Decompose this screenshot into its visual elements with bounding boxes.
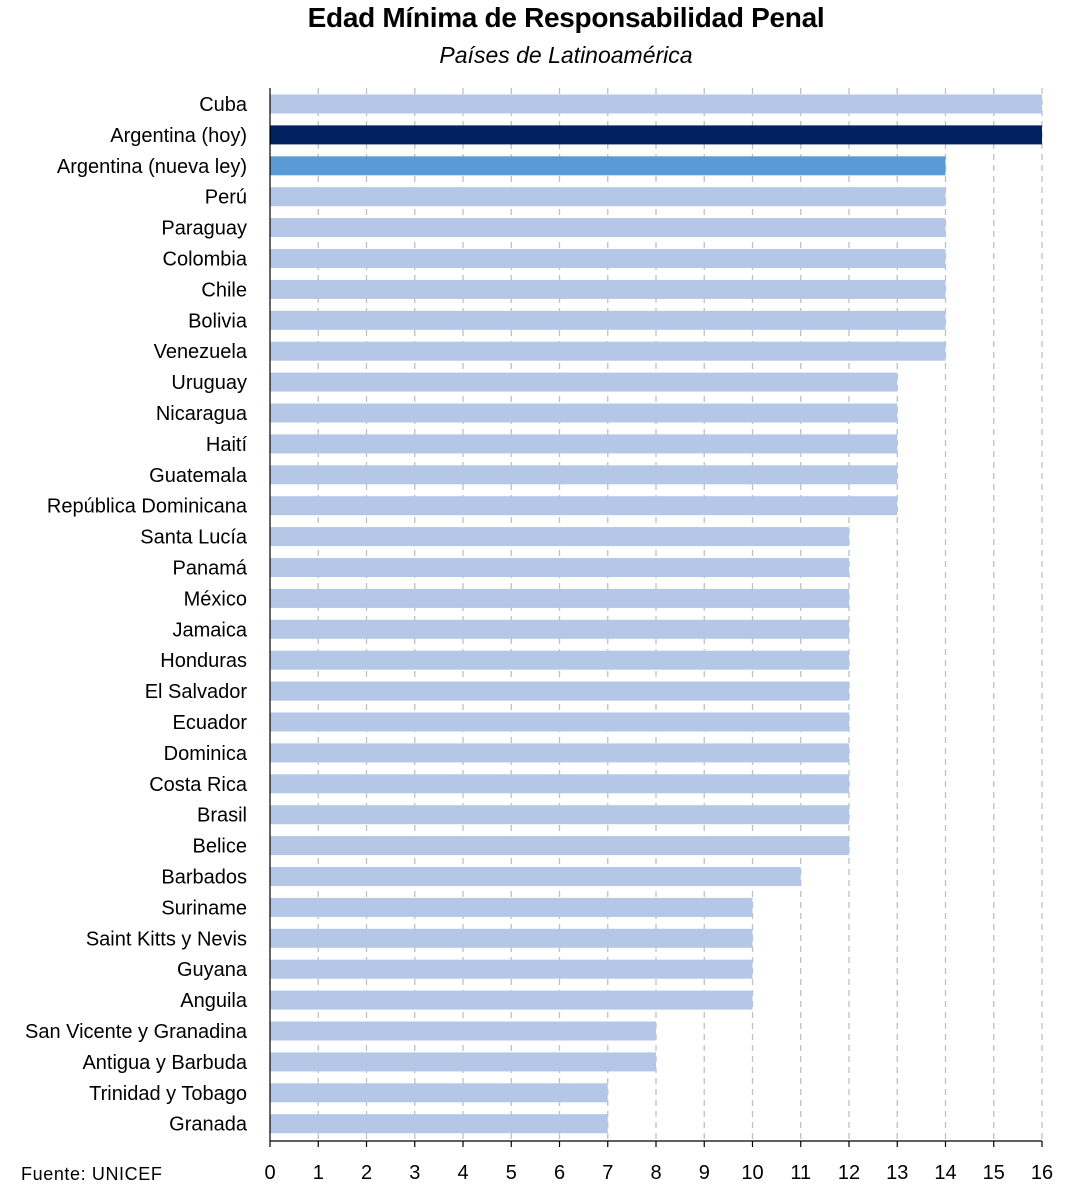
bar-28 — [270, 959, 753, 979]
bar-32 — [270, 1083, 608, 1103]
tick-label: 1 — [313, 1162, 324, 1184]
bar-17 — [270, 619, 849, 639]
category-label: Honduras — [160, 650, 247, 672]
bar-13 — [270, 496, 898, 516]
tick-label: 6 — [554, 1162, 565, 1184]
category-label: Ecuador — [173, 712, 248, 734]
gridlines — [317, 88, 1043, 1141]
category-label: Barbados — [161, 867, 247, 889]
category-label: República Dominicana — [47, 496, 248, 518]
bar-5 — [270, 249, 946, 268]
tick-label: 14 — [934, 1162, 956, 1184]
category-label: Antigua y Barbuda — [82, 1052, 247, 1074]
category-label: Anguila — [180, 990, 248, 1012]
category-label: Argentina (nueva ley) — [57, 156, 247, 178]
category-label: Guyana — [177, 959, 248, 981]
tick-label: 8 — [650, 1162, 661, 1184]
bar-0 — [270, 94, 1042, 114]
category-label: Belice — [193, 836, 247, 858]
tick-label: 4 — [457, 1162, 468, 1184]
bar-27 — [270, 928, 753, 948]
bar-22 — [270, 774, 849, 794]
bar-15 — [270, 558, 849, 577]
bar-7 — [270, 310, 946, 330]
category-label: Haití — [206, 434, 248, 456]
category-label: Dominica — [164, 743, 248, 765]
category-label: Saint Kitts y Nevis — [86, 928, 247, 950]
x-axis: 0 1 2 3 4 5 6 7 8 9 10 11 12 13 14 15 16 — [264, 88, 1053, 1184]
tick-label: 2 — [361, 1162, 372, 1184]
category-label: Colombia — [163, 249, 248, 271]
category-label: El Salvador — [145, 681, 248, 703]
category-label: Cuba — [199, 94, 248, 116]
tick-label: 12 — [838, 1162, 860, 1184]
tick-label: 10 — [741, 1162, 763, 1184]
category-labels: Cuba Argentina (hoy) Argentina (nueva ley)… — [25, 94, 248, 1136]
category-label: Paraguay — [161, 218, 247, 240]
tick-label: 15 — [983, 1162, 1005, 1184]
category-label: Venezuela — [154, 341, 248, 363]
bar-11 — [270, 434, 898, 454]
tick-label: 11 — [790, 1162, 811, 1184]
bars — [270, 94, 1042, 1134]
category-label: Suriname — [161, 897, 247, 919]
tick-label: 13 — [886, 1162, 908, 1184]
bar-12 — [270, 465, 898, 485]
tick-label: 3 — [409, 1162, 420, 1184]
category-label: Chile — [201, 279, 247, 301]
bar-26 — [270, 897, 753, 917]
category-label: México — [184, 588, 247, 610]
category-label: Brasil — [197, 805, 247, 827]
tick-label: 16 — [1031, 1162, 1053, 1184]
category-label: Costa Rica — [149, 774, 248, 796]
category-label: Granada — [169, 1114, 248, 1136]
source-note: Fuente: UNICEF — [21, 1164, 163, 1184]
bar-2 — [270, 156, 946, 176]
category-label: Argentina (hoy) — [110, 125, 247, 147]
bar-4 — [270, 218, 946, 238]
bar-24 — [270, 836, 849, 856]
category-label: Nicaragua — [156, 403, 248, 425]
category-label: Perú — [205, 187, 247, 209]
bar-8 — [270, 341, 946, 361]
bar-33 — [270, 1114, 608, 1134]
category-label: Panamá — [173, 558, 248, 580]
bar-30 — [270, 1021, 656, 1041]
category-label: Bolivia — [188, 310, 248, 332]
chart-subtitle: Países de Latinoamérica — [439, 42, 693, 68]
bar-23 — [270, 805, 849, 825]
tick-label: 7 — [602, 1162, 613, 1184]
bar-9 — [270, 372, 898, 392]
bar-14 — [270, 527, 849, 547]
category-label: Jamaica — [173, 619, 248, 641]
bar-21 — [270, 743, 849, 763]
bar-10 — [270, 403, 898, 423]
category-label: Santa Lucía — [140, 527, 248, 549]
bar-29 — [270, 990, 753, 1010]
category-label: San Vicente y Granadina — [25, 1021, 248, 1043]
bar-18 — [270, 650, 849, 670]
bar-25 — [270, 867, 801, 886]
bar-31 — [270, 1052, 656, 1072]
tick-label: 9 — [699, 1162, 710, 1184]
category-label: Trinidad y Tobago — [89, 1083, 247, 1105]
category-label: Guatemala — [149, 465, 248, 487]
category-label: Uruguay — [171, 372, 247, 394]
bar-6 — [270, 279, 946, 299]
chart-title: Edad Mínima de Responsabilidad Penal — [307, 2, 825, 33]
bar-3 — [270, 187, 946, 207]
bar-19 — [270, 681, 849, 701]
tick-label: 0 — [264, 1162, 275, 1184]
tick-label: 5 — [506, 1162, 517, 1184]
bar-20 — [270, 712, 849, 732]
bar-1 — [270, 125, 1042, 145]
bar-16 — [270, 588, 849, 608]
